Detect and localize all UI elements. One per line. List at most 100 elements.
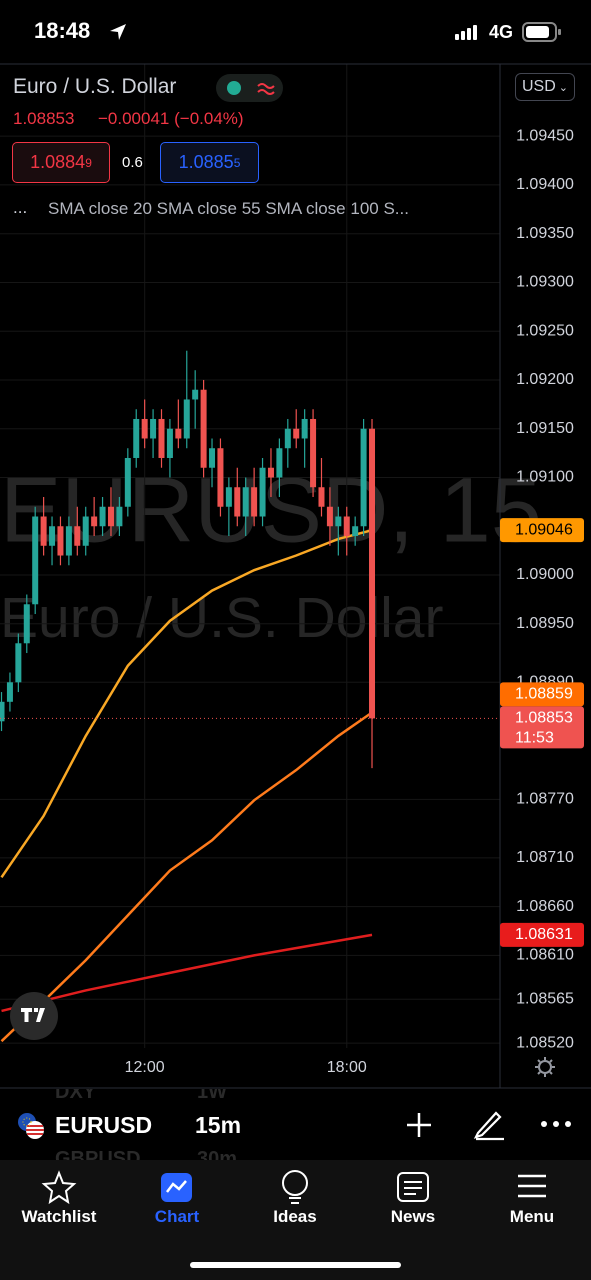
bid-price: 1.0884 xyxy=(30,152,86,172)
y-tick-label: 1.09000 xyxy=(516,566,574,583)
indicators-toggle[interactable]: ... xyxy=(13,198,28,217)
y-tick-label: 1.09250 xyxy=(516,322,574,339)
y-tick-label: 1.09450 xyxy=(516,127,574,144)
price-badge xyxy=(500,922,584,947)
x-tick-label: 18:00 xyxy=(327,1059,367,1076)
market-status[interactable] xyxy=(216,74,283,102)
y-tick-label: 1.08770 xyxy=(516,791,574,808)
candle-body xyxy=(242,487,249,517)
news-icon xyxy=(397,1172,429,1202)
currency-select[interactable]: USD ⌄ xyxy=(515,73,575,101)
ask-pip: 5 xyxy=(233,155,241,170)
candle-body xyxy=(276,448,283,478)
tab-icons xyxy=(41,1170,546,1205)
tab-bar xyxy=(0,1160,591,1280)
price-badge-label: 1.08853 xyxy=(515,710,573,727)
x-tick-label: 12:00 xyxy=(125,1059,165,1076)
menu-icon xyxy=(518,1174,546,1198)
battery-icon xyxy=(522,22,561,42)
buy-button[interactable]: 1.0885 5 xyxy=(160,142,259,183)
candle-body xyxy=(335,516,342,527)
open-dot xyxy=(227,81,241,95)
candle-body xyxy=(284,428,291,449)
candle-body xyxy=(150,418,157,439)
symbol-name[interactable]: Euro / U.S. Dollar xyxy=(13,75,177,98)
indicators-legend[interactable]: SMA close 20 SMA close 55 SMA close 100 … xyxy=(48,199,409,218)
candle-body xyxy=(352,526,359,537)
candle-body xyxy=(259,467,266,517)
draw-button[interactable] xyxy=(472,1107,506,1141)
flag-icon xyxy=(18,1113,44,1139)
candle-body xyxy=(32,516,39,605)
price-badge-label: 1.09046 xyxy=(515,521,573,538)
price-change: −0.00041 (−0.04%) xyxy=(98,109,244,128)
toolbar-interval[interactable]: 15m xyxy=(195,1112,242,1138)
candle-body xyxy=(209,448,216,468)
candle-body xyxy=(251,487,258,517)
candle-body xyxy=(124,457,131,507)
location-icon xyxy=(110,24,126,40)
candle-body xyxy=(192,389,199,400)
candle-body xyxy=(267,467,274,478)
y-tick-label: 1.08710 xyxy=(516,849,574,866)
y-tick-label: 1.08950 xyxy=(516,615,574,632)
candle-body xyxy=(49,526,56,546)
tab-label[interactable]: News xyxy=(390,1207,436,1226)
tab-label[interactable]: Watchlist xyxy=(21,1207,97,1226)
settings-gear[interactable] xyxy=(535,1057,555,1077)
y-tick-label: 1.09200 xyxy=(516,371,574,388)
tv-logo[interactable] xyxy=(10,992,58,1040)
sma-line xyxy=(0,711,373,1043)
candle-body xyxy=(65,526,72,556)
currency-label: USD xyxy=(522,78,556,95)
candle-body xyxy=(141,418,148,439)
network-label: 4G xyxy=(489,22,514,42)
tab-label[interactable]: Chart xyxy=(154,1207,200,1226)
tab-label[interactable]: Ideas xyxy=(273,1207,317,1226)
candle-body xyxy=(40,516,47,546)
price-badge xyxy=(500,518,584,543)
last-price: 1.08853 xyxy=(13,109,75,128)
candle-body xyxy=(175,428,182,439)
candle-body xyxy=(158,418,165,458)
candle-body xyxy=(74,526,81,546)
candle-body xyxy=(360,428,367,527)
tab-label[interactable]: Menu xyxy=(509,1207,555,1226)
y-tick-label: 1.08610 xyxy=(516,947,574,964)
watermark-name: Euro / U.S. Dollar xyxy=(0,586,443,650)
y-tick-label: 1.09400 xyxy=(516,176,574,193)
candle-body xyxy=(99,506,106,527)
candle-body xyxy=(6,682,13,702)
candle-body xyxy=(310,418,317,488)
candle-body xyxy=(133,418,140,458)
sell-button[interactable]: 1.0884 9 xyxy=(12,142,110,183)
add-button[interactable] xyxy=(405,1111,433,1139)
toolbar-symbol[interactable]: EURUSD xyxy=(55,1112,153,1138)
symbol-toolbar: DXY 1W GBPUSD 30m EURUSD 15m xyxy=(0,1089,591,1160)
y-tick-label: 1.08520 xyxy=(516,1034,574,1051)
watchlist-icon xyxy=(41,1170,77,1205)
candle-body xyxy=(166,428,173,458)
ghost-interval: 30m xyxy=(197,1148,238,1160)
ask-price: 1.0885 xyxy=(178,152,234,172)
price-badge-label: 1.08859 xyxy=(515,686,573,703)
y-tick-label: 1.09100 xyxy=(516,469,574,486)
signal-icon xyxy=(455,25,477,40)
candle-body xyxy=(369,428,376,719)
ideas-icon xyxy=(282,1170,308,1196)
more-button[interactable] xyxy=(540,1119,572,1129)
candle-body xyxy=(343,516,350,537)
y-tick-label: 1.08565 xyxy=(516,990,574,1007)
y-tick-label: 1.09350 xyxy=(516,225,574,242)
candle-body xyxy=(107,506,114,527)
ghost-interval: 1W xyxy=(197,1089,227,1103)
chevron: ⌄ xyxy=(558,81,568,94)
y-tick-label: 1.08660 xyxy=(516,898,574,915)
y-tick-label: 1.09300 xyxy=(516,274,574,291)
candle-body xyxy=(183,399,190,439)
candle-body xyxy=(23,604,30,644)
bid-pip: 9 xyxy=(85,155,92,170)
candle-body xyxy=(326,506,333,527)
